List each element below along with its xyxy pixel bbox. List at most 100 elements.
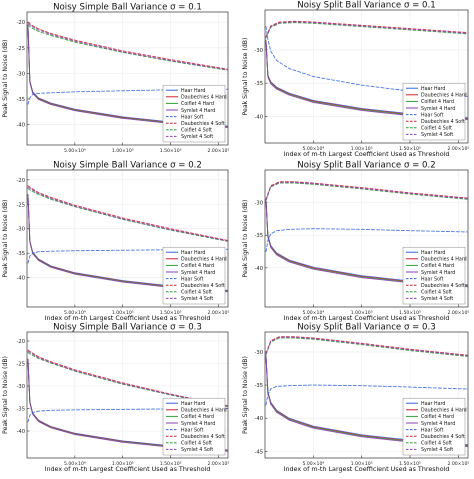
y-tick-label: -30 <box>17 384 25 390</box>
x-tick-label: 2.00×10⁵ <box>447 310 469 316</box>
plot-frame <box>264 331 469 459</box>
series-line-daubechies-soft <box>265 181 468 200</box>
series-line-daubechies-soft <box>27 21 228 70</box>
legend-label: Coiflet 4 Hard <box>421 99 454 105</box>
series-line-haar-soft <box>27 248 228 264</box>
chart-title: Noisy Split Ball Variance σ = 0.2 <box>297 161 435 171</box>
x-tick-label: 1.00×10⁵ <box>112 148 134 154</box>
series-line-coiflet-soft <box>27 24 228 71</box>
y-tick-label: -35 <box>255 383 263 389</box>
series-group <box>27 185 228 293</box>
legend-label: Haar Hard <box>421 250 445 256</box>
series-line-symlet-hard <box>27 25 228 129</box>
y-axis-label: Peak Signal to Noise (dB) <box>242 356 249 434</box>
x-tick-label: 5.00×10⁴ <box>64 461 86 467</box>
legend-label: Daubechies 4 Hard <box>181 257 227 263</box>
series-line-haar-soft <box>27 408 228 423</box>
x-tick-label: 1.00×10⁵ <box>351 461 373 467</box>
series-group <box>265 20 468 121</box>
series-line-coiflet-soft <box>265 337 468 357</box>
y-tick-label: -40 <box>17 429 25 435</box>
chart-panel-3: 5.00×10⁴ 1.00×10⁵ 1.50×10⁵ 2.00×10⁵ -40 -35 -3… <box>2 161 229 323</box>
legend-label: Haar Soft <box>421 112 444 118</box>
chart-title: Noisy Simple Ball Variance σ = 0.2 <box>53 161 202 171</box>
series-line-haar-soft <box>265 228 468 252</box>
y-tick-label: -35 <box>255 81 263 87</box>
x-tick-label: 1.00×10⁵ <box>112 461 134 467</box>
legend-box <box>402 82 466 141</box>
series-line-daubechies-soft <box>27 185 228 241</box>
series-line-symlet-soft <box>265 181 468 201</box>
x-tick-label: 1.00×10⁵ <box>112 310 134 316</box>
legend-label: Daubechies 4 Hard <box>421 408 467 414</box>
series-line-daubechies-soft <box>265 20 468 38</box>
plot-frame <box>26 11 229 146</box>
x-tick-label: 1.50×10⁵ <box>160 148 182 154</box>
series-line-haar-soft <box>265 26 468 97</box>
chart-title: Noisy Simple Ball Variance σ = 0.3 <box>53 323 202 333</box>
legend-label: Symlet 4 Soft <box>181 134 213 140</box>
y-tick-label: -25 <box>17 362 25 368</box>
legend-label: Symlet 4 Hard <box>181 270 215 276</box>
x-axis-label: Index of m-th Largest Coefficient Used a… <box>284 150 450 158</box>
legend-label: Coiflet 4 Hard <box>181 414 214 420</box>
legend-label: Coiflet 4 Hard <box>421 414 454 420</box>
legend-label: Symlet 4 Hard <box>181 108 215 114</box>
legend-label: Symlet 4 Soft <box>421 132 453 138</box>
chart-panel-5: 5.00×10⁴ 1.00×10⁵ 1.50×10⁵ 2.00×10⁵ -40 -35 -3… <box>2 323 229 474</box>
series-line-symlet-hard <box>265 41 468 121</box>
series-line-symlet-hard <box>27 359 228 452</box>
y-tick-label: -20 <box>17 178 25 184</box>
y-axis-label: Peak Signal to Noise (dB) <box>2 356 9 434</box>
series-line-symlet-soft <box>265 21 468 38</box>
y-tick-label: -40 <box>255 266 263 272</box>
legend-box <box>162 397 226 456</box>
legend-label: Coiflet 4 Hard <box>181 101 214 107</box>
y-tick-label: -40 <box>255 114 263 120</box>
y-tick-label: -40 <box>17 123 25 129</box>
x-tick-label: 2.00×10⁵ <box>208 310 230 316</box>
y-tick-label: -20 <box>17 20 25 26</box>
series-line-symlet-soft <box>27 350 228 407</box>
y-axis-label: Peak Signal to Noise (dB) <box>242 200 249 278</box>
legend-label: Haar Hard <box>421 86 445 92</box>
series-line-symlet-soft <box>265 336 468 357</box>
x-tick-label: 5.00×10⁴ <box>64 310 86 316</box>
y-tick-label: -30 <box>255 48 263 54</box>
y-tick-label: -40 <box>17 276 25 282</box>
y-tick-label: -35 <box>17 251 25 257</box>
legend-label: Daubechies 4 Soft <box>181 434 225 440</box>
series-line-symlet-hard <box>265 200 468 288</box>
x-tick-label: 1.50×10⁵ <box>399 146 421 152</box>
x-tick-label: 1.50×10⁵ <box>399 461 421 467</box>
legend-label: Daubechies 4 Soft <box>181 121 225 127</box>
legend-box <box>402 397 466 456</box>
x-tick-label: 2.00×10⁵ <box>447 146 469 152</box>
plot-frame <box>26 169 229 308</box>
x-tick-label: 5.00×10⁴ <box>302 146 324 152</box>
x-tick-label: 2.00×10⁵ <box>447 461 469 467</box>
legend-label: Symlet 4 Soft <box>181 447 213 453</box>
x-tick-label: 1.00×10⁵ <box>351 310 373 316</box>
legend-label: Coiflet 4 Soft <box>181 441 212 447</box>
x-tick-label: 2.00×10⁵ <box>208 148 230 154</box>
legend-label: Daubechies 4 Hard <box>181 408 227 414</box>
legend-label: Daubechies 4 Soft <box>421 434 465 440</box>
legend-label: Symlet 4 Hard <box>421 270 455 276</box>
legend-label: Haar Hard <box>181 88 205 94</box>
y-tick-label: -35 <box>17 407 25 413</box>
series-group <box>27 21 228 129</box>
legend-box <box>162 246 226 305</box>
y-tick-label: -35 <box>17 97 25 103</box>
legend-label: Haar Soft <box>421 276 444 282</box>
x-axis-label: Index of m-th Largest Coefficient Used a… <box>45 465 211 473</box>
x-tick-label: 1.50×10⁵ <box>399 310 421 316</box>
x-axis-label: Index of m-th Largest Coefficient Used a… <box>45 314 211 322</box>
legend-label: Daubechies 4 Soft <box>421 119 465 125</box>
chart-title: Noisy Split Ball Variance σ = 0.1 <box>297 1 435 11</box>
y-axis-label: Peak Signal to Noise (dB) <box>2 40 9 118</box>
legend-label: Daubechies 4 Hard <box>181 95 227 101</box>
y-tick-label: -30 <box>17 227 25 233</box>
